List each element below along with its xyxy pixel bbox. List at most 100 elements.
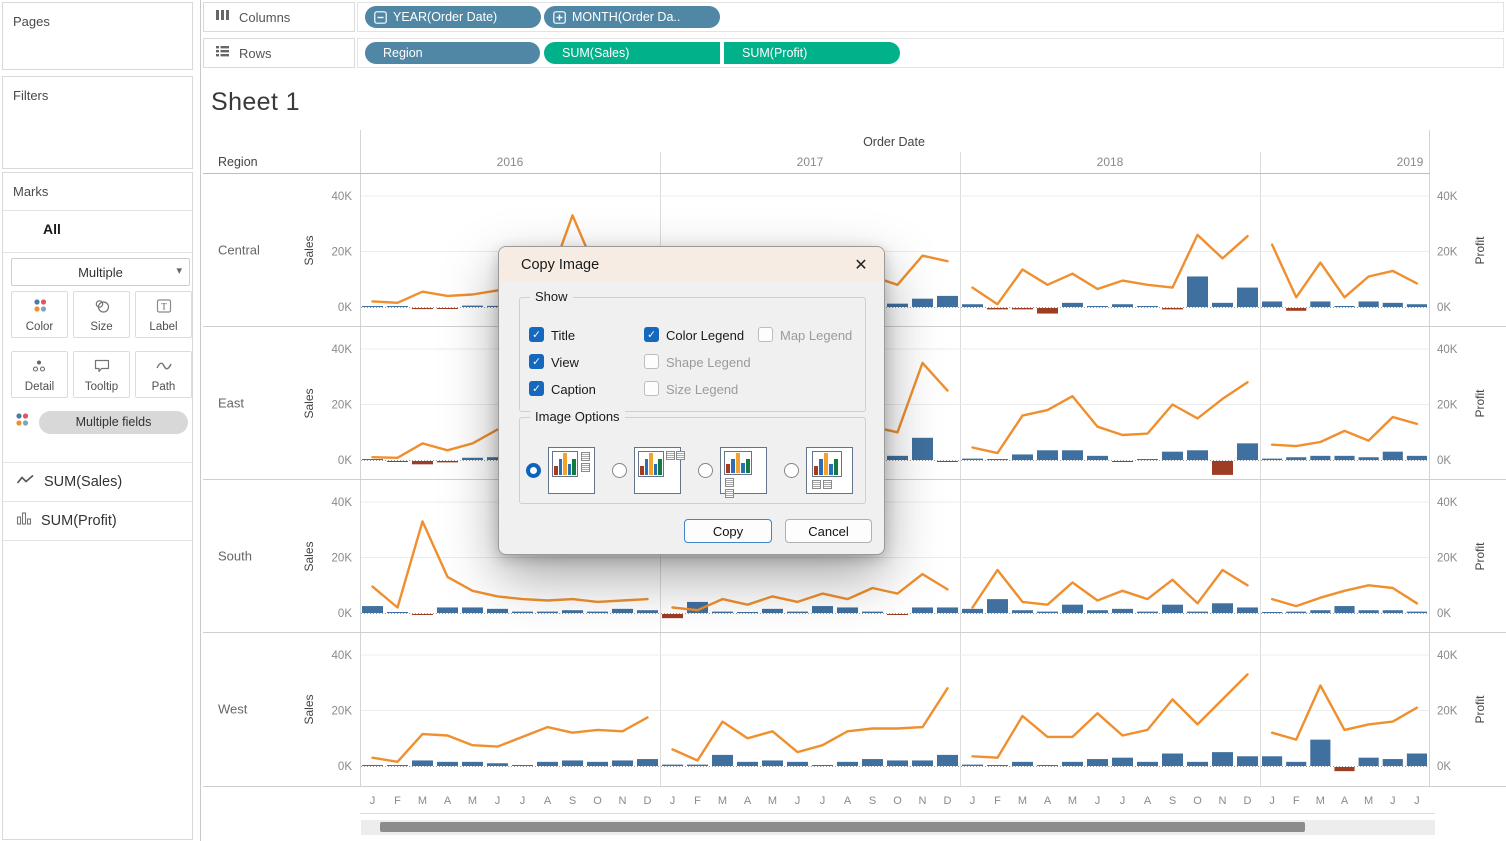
profit-bar-west-2017-m3[interactable] <box>712 754 733 766</box>
profit-bar-central-2019-m6[interactable] <box>1382 302 1403 307</box>
profit-bar-south-2018-m2[interactable] <box>987 599 1008 613</box>
profit-bar-central-2016-m1[interactable] <box>362 306 383 307</box>
profit-bar-south-2018-m9[interactable] <box>1162 604 1183 613</box>
profit-bar-west-2016-m2[interactable] <box>387 765 408 766</box>
checkbox-title[interactable]: ✓ <box>529 327 544 342</box>
sales-line-south-2019[interactable] <box>1270 584 1419 608</box>
measure-card-profit[interactable]: SUM(Profit) <box>3 502 192 541</box>
profit-bar-central-2019-m1[interactable] <box>1262 301 1283 307</box>
profit-bar-west-2017-m8[interactable] <box>837 761 858 766</box>
profit-bar-west-2019-m5[interactable] <box>1358 757 1379 766</box>
profit-bar-east-2016-m2[interactable] <box>387 461 408 462</box>
profit-bar-south-2018-m4[interactable] <box>1037 611 1058 613</box>
profit-bar-central-2019-m4[interactable] <box>1334 306 1355 307</box>
radio-image-option-1-legend-right[interactable] <box>526 463 541 478</box>
profit-bar-central-2019-m7[interactable] <box>1406 304 1427 307</box>
profit-bar-west-2018-m9[interactable] <box>1162 753 1183 766</box>
profit-bar-west-2019-m6[interactable] <box>1382 759 1403 766</box>
profit-bar-east-2016-m6[interactable] <box>487 457 508 460</box>
profit-bar-west-2019-m4[interactable] <box>1334 767 1355 772</box>
horizontal-scrollbar-track[interactable] <box>361 820 1435 835</box>
profit-bar-west-2018-m2[interactable] <box>987 765 1008 766</box>
profit-bar-south-2018-m12[interactable] <box>1237 607 1258 613</box>
profit-bar-east-2018-m8[interactable] <box>1137 459 1158 460</box>
profit-bar-east-2019-m5[interactable] <box>1358 457 1379 460</box>
profit-bar-central-2016-m4[interactable] <box>437 308 458 309</box>
profit-bar-west-2018-m12[interactable] <box>1237 756 1258 766</box>
profit-bar-central-2018-m6[interactable] <box>1087 306 1108 307</box>
profit-bar-west-2018-m8[interactable] <box>1137 761 1158 766</box>
profit-bar-west-2019-m1[interactable] <box>1262 756 1283 766</box>
profit-bar-east-2016-m4[interactable] <box>437 461 458 463</box>
profit-bar-south-2017-m9[interactable] <box>862 611 883 613</box>
profit-bar-west-2017-m12[interactable] <box>937 754 958 766</box>
profit-bar-east-2016-m5[interactable] <box>462 457 483 460</box>
pill-month-order-da[interactable]: MONTH(Order Da.. <box>544 6 720 28</box>
pages-shelf[interactable]: Pages <box>2 2 193 70</box>
sales-line-west-2017[interactable] <box>671 687 949 762</box>
radio-image-option-2-legend-top-right[interactable] <box>612 463 627 478</box>
dialog-titlebar[interactable]: Copy Image ✕ <box>499 247 884 282</box>
sales-line-south-2016[interactable] <box>371 520 649 609</box>
profit-bar-central-2018-m1[interactable] <box>962 304 983 307</box>
profit-bar-west-2018-m6[interactable] <box>1087 759 1108 766</box>
profit-bar-south-2017-m4[interactable] <box>737 612 758 613</box>
profit-bar-east-2018-m2[interactable] <box>987 459 1008 460</box>
profit-bar-west-2017-m5[interactable] <box>762 760 783 766</box>
profit-bar-central-2019-m3[interactable] <box>1310 301 1331 307</box>
sales-line-west-2019[interactable] <box>1270 684 1419 741</box>
profit-bar-west-2018-m10[interactable] <box>1187 761 1208 766</box>
columns-shelf-label[interactable]: Columns <box>203 2 355 32</box>
sales-line-south-2017[interactable] <box>671 572 949 612</box>
profit-bar-west-2016-m3[interactable] <box>412 760 433 766</box>
profit-bar-west-2016-m5[interactable] <box>462 761 483 766</box>
profit-bar-east-2018-m9[interactable] <box>1162 451 1183 460</box>
profit-bar-east-2016-m3[interactable] <box>412 461 433 465</box>
mark-button-tooltip[interactable]: Tooltip <box>73 351 130 398</box>
profit-bar-west-2018-m7[interactable] <box>1112 757 1133 766</box>
profit-bar-central-2016-m5[interactable] <box>462 305 483 307</box>
profit-bar-east-2018-m3[interactable] <box>1012 454 1033 460</box>
profit-bar-central-2018-m10[interactable] <box>1187 276 1208 307</box>
profit-bar-east-2017-m11[interactable] <box>912 437 933 460</box>
profit-bar-south-2016-m11[interactable] <box>612 608 633 613</box>
measure-card-sales[interactable]: SUM(Sales) <box>3 463 192 502</box>
multiple-fields-pill[interactable]: Multiple fields <box>39 410 188 434</box>
profit-bar-central-2019-m5[interactable] <box>1358 301 1379 307</box>
profit-bar-west-2017-m10[interactable] <box>887 760 908 766</box>
image-option-thumbnail-4-legend-bottom-horizontal[interactable] <box>806 447 853 494</box>
profit-bar-south-2016-m2[interactable] <box>387 612 408 613</box>
profit-bar-west-2016-m11[interactable] <box>612 760 633 766</box>
profit-bar-west-2018-m3[interactable] <box>1012 761 1033 766</box>
profit-bar-east-2018-m12[interactable] <box>1237 443 1258 460</box>
mark-button-path[interactable]: Path <box>135 351 192 398</box>
mark-button-color[interactable]: Color <box>11 291 68 338</box>
profit-bar-west-2016-m8[interactable] <box>537 761 558 766</box>
profit-bar-west-2016-m12[interactable] <box>637 759 658 766</box>
profit-bar-west-2017-m2[interactable] <box>687 764 708 766</box>
profit-bar-east-2017-m12[interactable] <box>937 461 958 462</box>
profit-bar-central-2017-m11[interactable] <box>912 298 933 307</box>
marks-all-tab[interactable]: All <box>43 221 61 237</box>
mark-type-dropdown[interactable]: Multiple ▾ <box>11 258 190 286</box>
profit-bar-south-2017-m3[interactable] <box>712 611 733 613</box>
profit-bar-south-2017-m6[interactable] <box>787 611 808 613</box>
rows-shelf-tray[interactable]: Region SUM(Sales) SUM(Profit) <box>357 38 1504 68</box>
profit-bar-central-2018-m5[interactable] <box>1062 302 1083 307</box>
profit-bar-south-2016-m5[interactable] <box>462 607 483 613</box>
profit-bar-central-2017-m12[interactable] <box>937 295 958 307</box>
profit-bar-east-2019-m1[interactable] <box>1262 458 1283 460</box>
profit-bar-south-2017-m8[interactable] <box>837 607 858 613</box>
profit-bar-east-2018-m4[interactable] <box>1037 450 1058 460</box>
profit-bar-south-2016-m3[interactable] <box>412 614 433 615</box>
sales-line-east-2019[interactable] <box>1270 415 1419 448</box>
pill-year-order-date[interactable]: YEAR(Order Date) <box>365 6 541 28</box>
rows-shelf-label[interactable]: Rows <box>203 38 355 68</box>
profit-bar-west-2017-m9[interactable] <box>862 759 883 766</box>
profit-bar-west-2019-m3[interactable] <box>1310 739 1331 766</box>
profit-bar-west-2017-m7[interactable] <box>812 765 833 766</box>
profit-bar-south-2019-m6[interactable] <box>1382 610 1403 613</box>
profit-bar-central-2018-m4[interactable] <box>1037 308 1058 314</box>
profit-bar-central-2018-m3[interactable] <box>1012 308 1033 310</box>
profit-bar-south-2017-m11[interactable] <box>912 607 933 613</box>
